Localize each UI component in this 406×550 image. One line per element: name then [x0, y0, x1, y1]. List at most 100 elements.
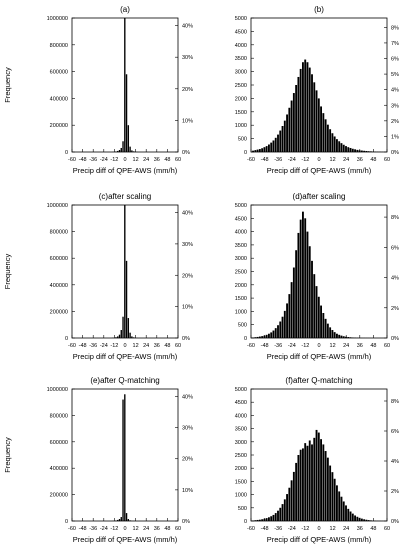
y-axis-label: Frequency: [3, 437, 12, 473]
y2-tick-label: 4%: [391, 276, 399, 282]
histogram-bar: [129, 146, 131, 152]
histogram-bar: [324, 119, 327, 152]
y2-tick-label: 8%: [391, 25, 399, 31]
y-tick-label: 500: [238, 506, 247, 512]
histogram-bar: [120, 517, 122, 521]
histogram-bar: [118, 334, 121, 338]
x-tick-label: -36: [274, 343, 282, 349]
histogram-bar: [265, 146, 268, 152]
histogram-bar: [324, 318, 327, 338]
histogram-bar: [286, 114, 288, 152]
histogram-bar: [338, 141, 341, 152]
histogram-bar: [320, 106, 322, 152]
histogram-bar: [124, 205, 126, 338]
y2-tick-label: 0%: [391, 150, 399, 156]
histogram-bar: [360, 518, 363, 521]
y-tick-label: 4000: [235, 230, 247, 236]
histogram-bar: [292, 471, 295, 521]
y2-tick-label: 30%: [182, 55, 193, 61]
x-tick-label: 12: [330, 157, 336, 163]
y2-tick-label: 10%: [182, 305, 193, 311]
histogram-bar: [354, 149, 356, 152]
histogram-bar: [347, 508, 350, 521]
histogram-bar: [283, 310, 286, 338]
x-tick-label: -36: [89, 343, 97, 349]
y-tick-label: 5000: [235, 16, 247, 22]
x-tick-label: -60: [247, 343, 255, 349]
histogram-bar: [261, 519, 264, 521]
y2-tick-label: 0%: [391, 519, 399, 525]
y2-tick-label: 0%: [182, 519, 190, 525]
histogram-bar: [270, 332, 273, 338]
x-tick-label: 0: [317, 343, 320, 349]
y-tick-label: 0: [65, 150, 68, 156]
histogram-bar: [279, 130, 282, 152]
chart-panel-1: (a) -60 -48 -36 -24 -12 0 12 24 36 48 60 0 200000 4000…: [3, 5, 193, 175]
x-axis-label: Precip diff of QPE-AWS (mm/h): [73, 166, 178, 175]
histogram-bar: [129, 332, 131, 338]
x-tick-label: 24: [343, 157, 349, 163]
x-tick-label: -24: [100, 343, 108, 349]
y-tick-label: 4500: [235, 400, 247, 406]
histogram-bar: [292, 267, 295, 338]
y-tick-label: 1500: [235, 110, 247, 116]
panel-title: (d)after scaling: [293, 192, 346, 201]
x-tick-label: 36: [154, 526, 160, 532]
x-tick-label: -60: [68, 157, 76, 163]
y-tick-label: 400000: [50, 466, 68, 472]
histogram-bar: [299, 219, 302, 338]
y2-tick-label: 20%: [182, 87, 193, 93]
y2-tick-label: 0%: [182, 336, 190, 342]
x-tick-label: -12: [301, 526, 309, 532]
histogram-bar: [306, 231, 309, 338]
y2-tick-label: 6%: [391, 245, 399, 251]
x-tick-label: -48: [79, 157, 87, 163]
histogram-bar: [272, 330, 275, 338]
chart-panel-2: (b) -60 -48 -36 -24 -12 0 12 24 36 48 60 0 500 1000 150…: [235, 5, 399, 175]
x-tick-label: 36: [357, 157, 363, 163]
histogram-bar: [313, 274, 316, 338]
y2-tick-label: 2%: [391, 489, 399, 495]
y2-tick-label: 20%: [182, 457, 193, 463]
histogram-bar: [265, 518, 268, 521]
histogram-bar: [354, 515, 356, 521]
histogram-bar: [283, 499, 286, 521]
x-tick-label: 60: [384, 157, 390, 163]
histogram-bar: [347, 337, 350, 338]
histogram-bar: [281, 316, 284, 338]
x-tick-label: -24: [288, 343, 296, 349]
histogram-bar: [117, 336, 119, 338]
histogram-bar: [315, 429, 318, 521]
histogram-bar: [258, 336, 261, 338]
y2-tick-label: 10%: [182, 118, 193, 124]
y2-tick-label: 3%: [391, 103, 399, 109]
histogram-bar: [258, 519, 261, 521]
histogram-bar: [363, 150, 366, 152]
x-tick-label: 0: [123, 343, 126, 349]
y-tick-label: 5000: [235, 203, 247, 209]
histogram-bar: [326, 457, 329, 521]
histogram-bar: [302, 448, 304, 521]
histogram-bar: [295, 462, 298, 521]
y2-tick-label: 2%: [391, 119, 399, 125]
histogram-bar: [336, 333, 338, 338]
histogram-bar: [274, 137, 277, 152]
y-tick-label: 500: [238, 137, 247, 143]
x-tick-label: 60: [384, 343, 390, 349]
y-tick-label: 2000: [235, 96, 247, 102]
histogram-bar: [360, 150, 363, 152]
histogram-bar: [340, 335, 343, 338]
histogram-bar: [122, 399, 124, 521]
y-tick-label: 0: [244, 150, 247, 156]
x-tick-label: -48: [261, 157, 269, 163]
x-tick-label: 12: [133, 526, 139, 532]
histogram-bar: [288, 487, 291, 521]
histogram-bar: [329, 465, 332, 521]
x-axis-label: Precip diff of QPE-AWS (mm/h): [73, 352, 178, 361]
x-tick-label: 24: [143, 526, 149, 532]
y2-tick-label: 0%: [391, 336, 399, 342]
y-tick-label: 500: [238, 323, 247, 329]
histogram-bar: [363, 519, 366, 521]
y-tick-label: 600000: [50, 70, 68, 76]
x-tick-label: 60: [384, 526, 390, 532]
